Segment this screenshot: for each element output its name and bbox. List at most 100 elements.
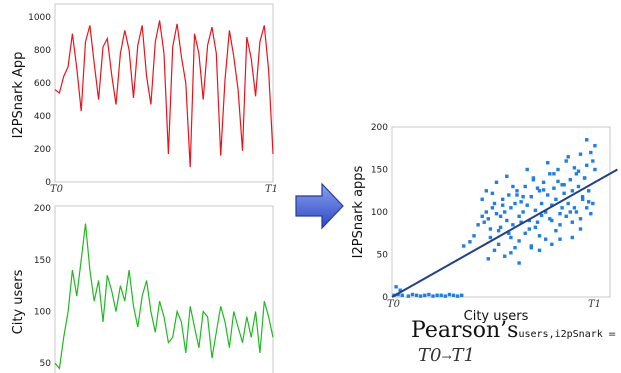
scatter-point	[492, 248, 497, 252]
scatter-point	[501, 203, 505, 207]
scatter-point	[527, 227, 531, 231]
app-usage-chart: 0 200 400 600 800 1000 T0 T1 I2PSnark App	[11, 3, 278, 195]
scatter-point	[451, 293, 456, 297]
app-usage-y-label: I2PSnark App	[11, 52, 26, 139]
scatter-point	[419, 294, 423, 298]
scatter-point	[503, 210, 507, 214]
scatter-point	[548, 172, 552, 176]
scatter-point	[505, 218, 509, 223]
scatter-point	[486, 217, 490, 221]
scatter-point	[507, 231, 511, 235]
scatter-point	[519, 220, 523, 224]
scatter-point	[591, 159, 595, 163]
scatter-point	[507, 193, 511, 197]
scatter-point	[562, 191, 566, 195]
scatter-y-tick: 50	[377, 251, 389, 261]
scatter-fit-line	[391, 168, 618, 298]
scatter-point	[560, 206, 564, 210]
scatter-point	[431, 294, 435, 298]
app-usage-y-tick: 1000	[28, 13, 51, 23]
city-users-y-tick: 150	[34, 256, 51, 266]
scatter-point	[582, 176, 587, 180]
scatter-point	[533, 225, 538, 229]
scatter-y-tick: 100	[371, 208, 388, 218]
scatter-x-label: City users	[464, 309, 529, 324]
scatter-point	[580, 197, 585, 201]
scatter-point	[496, 242, 501, 246]
scatter-point	[550, 203, 554, 207]
scatter-point	[535, 220, 540, 224]
scatter-point	[546, 193, 550, 197]
scatter-point	[587, 189, 591, 193]
scatter-point	[482, 220, 486, 224]
pearson-formula: Pearson’susers,i2pSnark = r	[411, 318, 621, 343]
scatter-point	[591, 201, 595, 206]
scatter-point	[558, 212, 562, 216]
scatter-point	[585, 206, 589, 210]
scatter-point	[398, 288, 402, 292]
scatter-point	[539, 213, 544, 218]
scatter-point	[447, 292, 452, 297]
scatter-point	[523, 231, 527, 235]
period-end: T1	[451, 345, 475, 366]
scatter-point	[455, 294, 460, 298]
scatter-point	[593, 167, 597, 172]
scatter-y-tick: 0	[382, 293, 388, 303]
scatter-point	[515, 189, 519, 193]
scatter-point	[472, 234, 476, 238]
scatter-x-tick-t1: T1	[588, 299, 601, 310]
scatter-point	[505, 174, 509, 178]
scatter-point	[509, 235, 513, 240]
scatter-point	[484, 210, 488, 214]
scatter-point	[578, 227, 583, 231]
scatter-point	[488, 235, 493, 240]
scatter-point	[531, 178, 536, 182]
scatter-point	[587, 200, 591, 204]
city-users-y-label: City users	[11, 269, 26, 334]
scatter-x-tick-t0: T0	[387, 299, 401, 310]
scatter-point	[460, 293, 464, 297]
period-arrow: →	[441, 350, 452, 364]
scatter-point	[558, 237, 562, 241]
scatter-point	[423, 293, 427, 297]
scatter-point	[552, 172, 556, 176]
city-users-y-tick: 100	[34, 308, 51, 318]
scatter-point	[537, 248, 542, 252]
scatter-points	[392, 138, 597, 298]
formula-subscript: users,i2pSnark	[518, 329, 603, 340]
scatter-point	[566, 201, 570, 206]
scatter-y-tick: 200	[371, 123, 388, 133]
app-usage-y-tick: 200	[34, 145, 51, 155]
scatter-point	[494, 180, 499, 184]
scatter-point	[566, 155, 570, 159]
scatter-point	[509, 206, 513, 210]
scatter-point	[544, 237, 548, 241]
scatter-point	[527, 218, 531, 223]
scatter-point	[519, 200, 523, 204]
scatter-point	[541, 180, 546, 184]
scatter-point	[517, 214, 521, 218]
scatter-point	[468, 240, 472, 244]
scatter-point	[572, 206, 577, 210]
scatter-point	[496, 229, 501, 233]
scatter-point	[570, 189, 574, 193]
city-users-y-tick: 200	[34, 204, 51, 214]
scatter-point	[410, 292, 415, 297]
scatter-point	[535, 186, 540, 190]
scatter-point	[537, 234, 542, 238]
scatter-point	[578, 217, 583, 221]
scatter-point	[550, 218, 554, 223]
scatter-point	[439, 293, 443, 297]
scatter-point	[560, 183, 564, 187]
scatter-point	[414, 293, 419, 297]
app-usage-plot-frame	[54, 3, 274, 183]
scatter-point	[576, 184, 581, 189]
scatter-point	[517, 239, 521, 243]
scatter-point	[541, 188, 546, 192]
city-users-plot-frame	[54, 205, 274, 373]
scatter-point	[574, 210, 579, 214]
scatter-point	[480, 214, 484, 218]
scatter-point	[570, 235, 574, 240]
scatter-point	[554, 229, 558, 233]
